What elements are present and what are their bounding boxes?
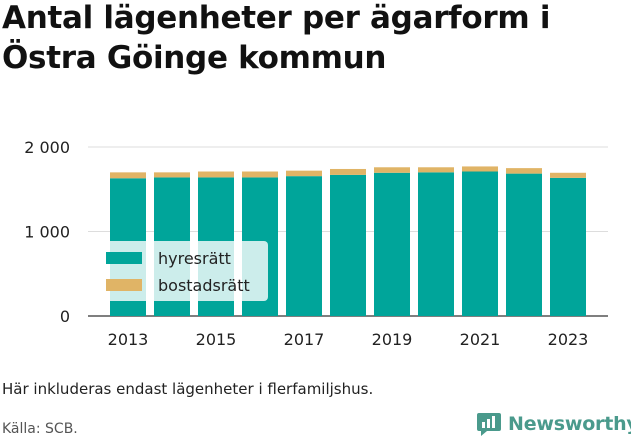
- x-tick-label: 2015: [196, 330, 237, 349]
- bar-bostadsratt: [418, 167, 454, 173]
- bar-hyresratt: [418, 172, 454, 316]
- bar-hyresratt: [374, 172, 410, 316]
- newsworthy-logo: Newsworthy: [476, 409, 631, 439]
- bar-bostadsratt: [154, 172, 190, 178]
- footnote: Här inkluderas endast lägenheter i flerf…: [2, 380, 374, 398]
- bar-bostadsratt: [462, 166, 498, 172]
- bar-hyresratt: [462, 171, 498, 316]
- legend-swatch: [106, 252, 142, 264]
- chart-title-line1: Antal lägenheter per ägarform i: [2, 0, 551, 36]
- legend-swatch: [106, 279, 142, 291]
- bar-bostadsratt: [286, 170, 322, 177]
- bar-bostadsratt: [506, 168, 542, 174]
- bar-bostadsratt: [550, 172, 586, 178]
- legend-label: hyresrätt: [158, 249, 231, 268]
- bar-hyresratt: [550, 177, 586, 316]
- chart-title-line2: Östra Göinge kommun: [2, 40, 387, 76]
- y-tick-label: 2 000: [24, 138, 70, 157]
- x-tick-label: 2013: [108, 330, 149, 349]
- x-tick-label: 2021: [460, 330, 501, 349]
- bar-bostadsratt: [330, 168, 366, 175]
- x-tick-label: 2023: [548, 330, 589, 349]
- y-tick-label: 0: [60, 307, 70, 326]
- legend: hyresrätt bostadsrätt: [98, 241, 268, 301]
- bar-bostadsratt: [198, 171, 234, 178]
- bar-bostadsratt: [374, 167, 410, 173]
- newsworthy-logo-icon: [477, 413, 501, 436]
- legend-label: bostadsrätt: [158, 276, 250, 295]
- bar-bostadsratt: [242, 171, 278, 178]
- bar-hyresratt: [330, 174, 366, 316]
- bar-bostadsratt: [110, 172, 146, 179]
- x-axis-ticks: 2013 2015 2017 2019 2021 2023: [108, 330, 589, 349]
- bar-hyresratt: [286, 176, 322, 316]
- y-axis-ticks: 0 1 000 2 000: [24, 138, 70, 326]
- source-text: Källa: SCB.: [2, 421, 78, 437]
- chart-title: Antal lägenheter per ägarform i Östra Gö…: [2, 0, 622, 78]
- x-tick-label: 2017: [284, 330, 325, 349]
- bar-hyresratt: [506, 173, 542, 316]
- x-tick-label: 2019: [372, 330, 413, 349]
- brand-name: Newsworthy: [508, 413, 631, 435]
- y-tick-label: 1 000: [24, 223, 70, 242]
